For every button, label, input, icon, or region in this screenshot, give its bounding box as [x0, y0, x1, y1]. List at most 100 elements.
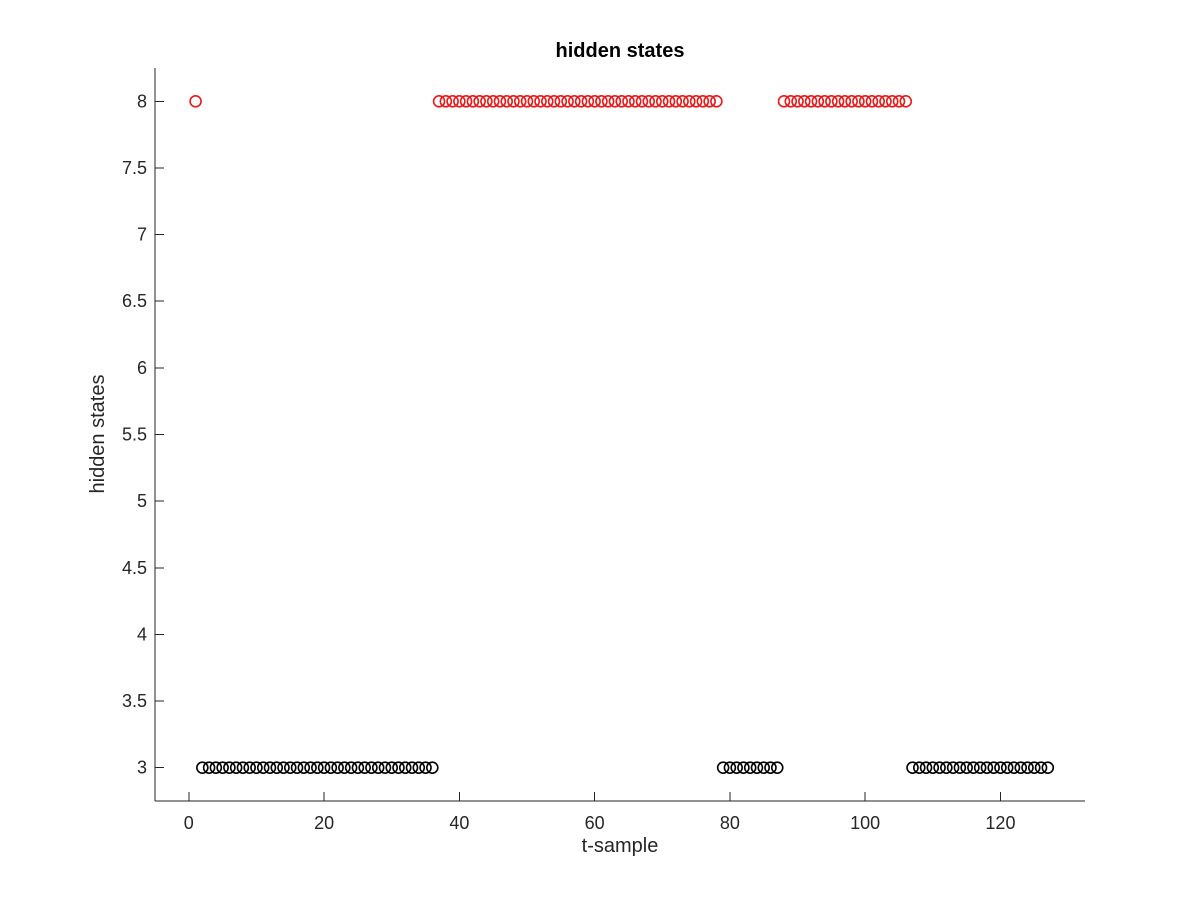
data-point: [283, 761, 297, 774]
data-point: [723, 761, 737, 774]
data-point: [669, 95, 683, 108]
data-point: [852, 95, 865, 108]
data-point: [1000, 761, 1014, 774]
data-point: [473, 95, 486, 108]
data-point: [412, 761, 426, 774]
y-tick-label: 8: [137, 91, 147, 111]
data-point: [595, 95, 608, 108]
data-point: [540, 95, 554, 108]
data-point: [338, 761, 351, 774]
data-point: [486, 95, 500, 108]
data-point: [946, 761, 960, 774]
data-point: [879, 95, 892, 108]
data-point: [493, 95, 507, 108]
data-point: [838, 95, 852, 108]
x-tick-label: 20: [314, 813, 334, 833]
data-point: [419, 761, 432, 774]
data-point: [371, 761, 385, 774]
x-tick-label: 40: [449, 813, 469, 833]
data-point: [324, 761, 338, 774]
y-tick-label: 5.5: [122, 425, 147, 445]
data-point: [865, 95, 879, 108]
data-point: [784, 95, 798, 108]
data-point: [662, 95, 676, 108]
data-point: [764, 761, 777, 774]
data-point: [655, 95, 669, 108]
data-point: [811, 95, 825, 108]
data-point: [608, 95, 622, 108]
data-point: [378, 761, 392, 774]
data-point: [683, 95, 696, 108]
data-point: [858, 95, 872, 108]
y-tick-label: 6.5: [122, 291, 147, 311]
data-point: [446, 95, 459, 108]
data-point: [270, 761, 284, 774]
data-point: [635, 95, 649, 108]
data-point: [628, 95, 642, 108]
data-point: [385, 761, 399, 774]
data-point: [980, 761, 994, 774]
data-point: [872, 95, 886, 108]
data-point: [432, 95, 446, 108]
data-point: [263, 761, 277, 774]
data-point: [243, 761, 256, 774]
y-axis-label: hidden states: [87, 375, 109, 494]
data-point: [757, 761, 771, 774]
data-point: [973, 761, 987, 774]
data-point: [290, 761, 304, 774]
data-point: [534, 95, 547, 108]
data-point: [1027, 761, 1041, 774]
data-point: [250, 761, 263, 774]
y-tick-label: 4.5: [122, 558, 147, 578]
data-point: [561, 95, 574, 108]
data-point: [601, 95, 615, 108]
axis-ticks: 0 20 40 60 80 100 120 3 3.5 4 4.5 5 5.5 6 6.5 7 7.5 8: [122, 91, 1016, 833]
data-point: [926, 761, 940, 774]
y-tick-label: 4: [137, 624, 147, 644]
x-tick-label: 60: [585, 813, 605, 833]
data-point: [818, 95, 831, 108]
data-point: [791, 95, 804, 108]
data-point: [615, 95, 628, 108]
data-point: [344, 761, 358, 774]
data-point: [622, 95, 635, 108]
data-point: [960, 761, 973, 774]
data-point: [547, 95, 561, 108]
data-point: [933, 761, 946, 774]
data-point: [703, 95, 716, 108]
data-point: [351, 761, 365, 774]
chart-title: hidden states: [556, 40, 685, 62]
data-point: [426, 761, 439, 774]
data-point: [196, 761, 209, 774]
data-point: [831, 95, 845, 108]
data-point: [392, 761, 405, 774]
data-point: [311, 761, 324, 774]
data-point: [987, 761, 1000, 774]
data-point: [716, 761, 730, 774]
data-point: [304, 761, 317, 774]
data-point: [202, 761, 216, 774]
data-point: [710, 95, 723, 108]
data-point: [750, 761, 764, 774]
data-point: [899, 95, 913, 108]
data-point: [953, 761, 967, 774]
data-point: [189, 95, 202, 108]
data-point: [696, 95, 710, 108]
data-point: [642, 95, 656, 108]
data-point: [520, 95, 534, 108]
x-tick-label: 80: [720, 813, 740, 833]
data-point: [568, 95, 581, 108]
data-point: [439, 95, 453, 108]
data-point: [256, 761, 270, 774]
data-point: [588, 95, 601, 108]
y-tick-label: 3: [137, 758, 147, 778]
data-points: [189, 95, 1055, 774]
x-tick-label: 0: [184, 813, 194, 833]
data-point: [527, 95, 541, 108]
data-point: [459, 95, 473, 108]
data-point: [229, 761, 243, 774]
data-point: [940, 761, 953, 774]
data-point: [1014, 761, 1028, 774]
